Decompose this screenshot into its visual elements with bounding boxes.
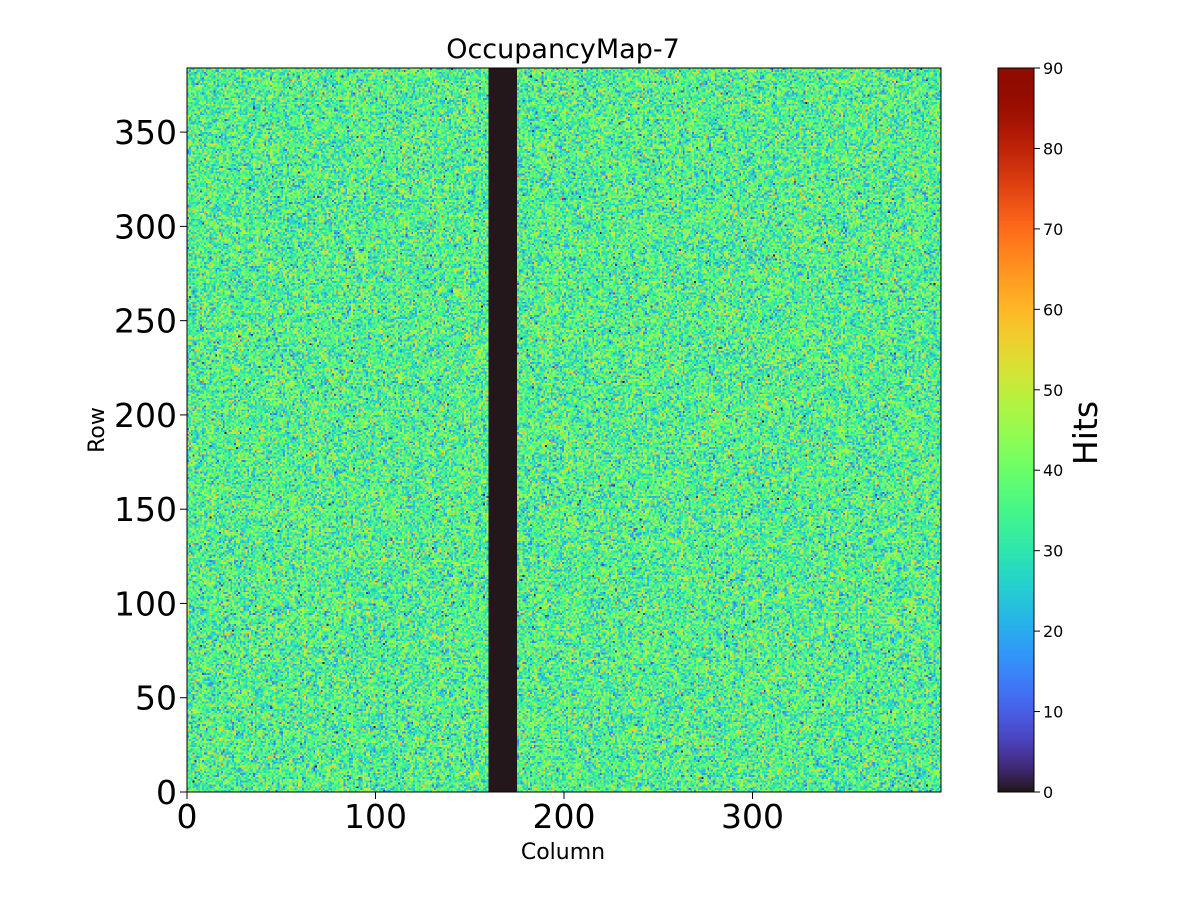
y-tick-label: 50 [135, 679, 177, 718]
y-tick-label: 300 [114, 207, 177, 246]
y-tick-label: 250 [114, 302, 177, 341]
x-tick-label: 300 [721, 797, 784, 836]
colorbar-tick-label: 30 [1043, 542, 1063, 561]
heatmap-image [187, 68, 941, 792]
colorbar-ticks: 0 10 20 30 40 50 60 70 80 90 [1034, 59, 1063, 802]
x-tick-label: 100 [344, 797, 407, 836]
y-axis-ticks: 0 50 100 150 200 250 300 350 [114, 113, 187, 812]
x-tick-label: 0 [177, 797, 198, 836]
colorbar-tick-label: 10 [1043, 703, 1063, 722]
colorbar-tick-label: 80 [1043, 139, 1063, 158]
colorbar-tick-label: 0 [1043, 783, 1053, 802]
colorbar-tick-label: 50 [1043, 381, 1063, 400]
colorbar-tick-label: 90 [1043, 59, 1063, 78]
colorbar-tick-label: 60 [1043, 300, 1063, 319]
chart-title: OccupancyMap-7 [446, 34, 680, 65]
y-tick-label: 200 [114, 396, 177, 435]
colorbar-gradient [998, 68, 1034, 792]
y-tick-label: 0 [156, 773, 177, 812]
colorbar-tick-label: 40 [1043, 461, 1063, 480]
x-tick-label: 200 [533, 797, 596, 836]
plot-frame [186, 67, 942, 793]
y-tick-label: 350 [114, 113, 177, 152]
y-axis-label: Row [85, 407, 110, 453]
x-axis-ticks: 0 100 200 300 [177, 792, 784, 836]
y-tick-label: 100 [114, 584, 177, 623]
colorbar-frame [997, 67, 1035, 793]
colorbar-tick-label: 20 [1043, 622, 1063, 641]
colorbar-tick-label: 70 [1043, 220, 1063, 239]
y-tick-label: 150 [114, 490, 177, 529]
colorbar-label: Hits [1066, 401, 1105, 465]
x-axis-label: Column [521, 840, 605, 865]
